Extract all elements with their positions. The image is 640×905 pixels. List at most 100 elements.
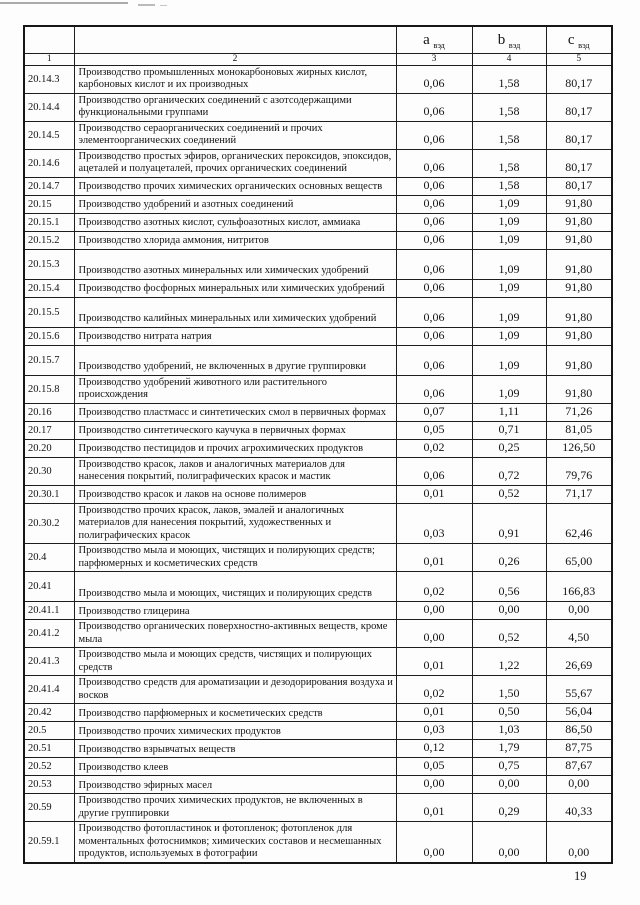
- row-value-a: 0,03: [395, 502, 473, 544]
- row-value-b: 0,00: [471, 821, 547, 863]
- row-code: 20.14.7: [23, 176, 75, 196]
- row-value-a: 0,06: [395, 92, 473, 122]
- table-row: 20.59 Производство прочих химических прод…: [23, 793, 613, 822]
- row-value-c: 80,17: [545, 92, 613, 122]
- row-value-a: 0,06: [395, 248, 473, 280]
- table-row: 20.41.2 Производство органических поверхн…: [23, 619, 613, 648]
- col-c-label: c вэд: [567, 31, 590, 50]
- row-code: 20.14.5: [23, 120, 75, 150]
- row-value-b: 1,09: [471, 296, 547, 328]
- row-value-a: 0,01: [395, 703, 473, 722]
- row-value-a: 0,06: [395, 120, 473, 150]
- row-value-a: 0,00: [395, 775, 473, 794]
- row-value-c: 71,17: [545, 484, 613, 504]
- row-value-b: 0,75: [471, 757, 547, 776]
- scan-artifact-line: [0, 2, 128, 4]
- row-code: 20.41.1: [23, 601, 75, 620]
- row-value-c: 91,80: [545, 230, 613, 250]
- row-value-a: 0,05: [395, 420, 473, 440]
- row-value-b: 0,29: [471, 793, 547, 822]
- row-value-b: 1,11: [471, 402, 547, 422]
- row-description: Производство прочих химических органичес…: [73, 176, 397, 196]
- table-row: 20.14.5 Производство сераорганических сое…: [23, 120, 613, 150]
- table-body: 20.14.3 Производство промышленных монокар…: [23, 64, 613, 863]
- row-description: Производство органических поверхностно-а…: [73, 619, 397, 648]
- row-value-c: 91,80: [545, 296, 613, 328]
- row-value-c: 80,17: [545, 64, 613, 94]
- table-row: 20.15 Производство удобрений и азотных со…: [23, 194, 613, 214]
- row-description: Производство азотных кислот, сульфоазотн…: [73, 212, 397, 232]
- row-description: Производство синтетического каучука в пе…: [73, 420, 397, 440]
- row-description: Производство пестицидов и прочих агрохим…: [73, 438, 397, 458]
- row-value-c: 0,00: [545, 775, 613, 794]
- row-code: 20.51: [23, 739, 75, 758]
- row-value-a: 0,01: [395, 543, 473, 572]
- row-value-a: 0,06: [395, 64, 473, 94]
- row-value-b: 1,09: [471, 344, 547, 376]
- row-value-a: 0,01: [395, 647, 473, 676]
- row-value-b: 1,09: [471, 248, 547, 280]
- column-number-1: 1: [23, 52, 75, 66]
- column-number-4: 4: [471, 52, 547, 66]
- row-code: 20.5: [23, 721, 75, 740]
- row-code: 20.15: [23, 194, 75, 214]
- row-value-b: 1,09: [471, 278, 547, 298]
- row-value-b: 1,58: [471, 176, 547, 196]
- row-code: 20.30.2: [23, 502, 75, 544]
- table-row: 20.53 Производство эфирных масел 0,00 0,00 0…: [23, 775, 613, 794]
- table-row: 20.52 Производство клеев 0,05 0,75 87,67: [23, 757, 613, 776]
- row-description: Производство взрывчатых веществ: [73, 739, 397, 758]
- row-value-c: 4,50: [545, 619, 613, 648]
- row-description: Производство мыла и моющих, чистящих и п…: [73, 571, 397, 602]
- row-code: 20.14.4: [23, 92, 75, 122]
- row-description: Производство средств для ароматизации и …: [73, 675, 397, 704]
- row-code: 20.59.1: [23, 821, 75, 863]
- row-value-c: 26,69: [545, 647, 613, 676]
- row-code: 20.15.5: [23, 296, 75, 328]
- row-value-a: 0,01: [395, 484, 473, 504]
- row-code: 20.17: [23, 420, 75, 440]
- row-description: Производство нитрата натрия: [73, 326, 397, 346]
- row-value-b: 1,58: [471, 148, 547, 178]
- row-value-c: 91,80: [545, 344, 613, 376]
- row-value-c: 62,46: [545, 502, 613, 544]
- row-value-b: 0,91: [471, 502, 547, 544]
- row-value-b: 0,71: [471, 420, 547, 440]
- table-row: 20.14.3 Производство промышленных монокар…: [23, 64, 613, 94]
- row-description: Производство мыла и моющих, чистящих и п…: [73, 543, 397, 572]
- row-value-c: 40,33: [545, 793, 613, 822]
- row-value-a: 0,06: [395, 326, 473, 346]
- table-row: 20.59.1 Производство фотопластинок и фото…: [23, 821, 613, 863]
- scan-artifact-dash: [160, 5, 167, 6]
- header-desc-cell: [73, 25, 397, 54]
- row-code: 20.42: [23, 703, 75, 722]
- row-description: Производство прочих химических продуктов…: [73, 793, 397, 822]
- row-value-b: 1,58: [471, 64, 547, 94]
- row-description: Производство удобрений, не включенных в …: [73, 344, 397, 376]
- row-value-c: 91,80: [545, 212, 613, 232]
- row-value-c: 80,17: [545, 120, 613, 150]
- row-code: 20.41.3: [23, 647, 75, 676]
- row-description: Производство красок, лаков и аналогичных…: [73, 456, 397, 486]
- table-header-row: a вэд b вэд c вэд: [23, 25, 613, 54]
- table-row: 20.30.1 Производство красок и лаков на ос…: [23, 484, 613, 504]
- row-code: 20.52: [23, 757, 75, 776]
- table-row: 20.15.4 Производство фосфорных минеральны…: [23, 278, 613, 298]
- row-value-a: 0,02: [395, 571, 473, 602]
- row-value-a: 0,02: [395, 675, 473, 704]
- row-value-c: 80,17: [545, 176, 613, 196]
- row-value-c: 86,50: [545, 721, 613, 740]
- row-value-b: 0,72: [471, 456, 547, 486]
- row-value-c: 65,00: [545, 543, 613, 572]
- row-description: Производство удобрений и азотных соедине…: [73, 194, 397, 214]
- row-description: Производство удобрений животного или рас…: [73, 374, 397, 404]
- row-value-b: 0,52: [471, 484, 547, 504]
- row-value-c: 79,76: [545, 456, 613, 486]
- column-number-3: 3: [395, 52, 473, 66]
- row-value-a: 0,02: [395, 438, 473, 458]
- column-number-row: 1 2 3 4 5: [23, 52, 613, 66]
- row-code: 20.15.7: [23, 344, 75, 376]
- row-description: Производство клеев: [73, 757, 397, 776]
- row-description: Производство фотопластинок и фотопленок;…: [73, 821, 397, 863]
- row-code: 20.4: [23, 543, 75, 572]
